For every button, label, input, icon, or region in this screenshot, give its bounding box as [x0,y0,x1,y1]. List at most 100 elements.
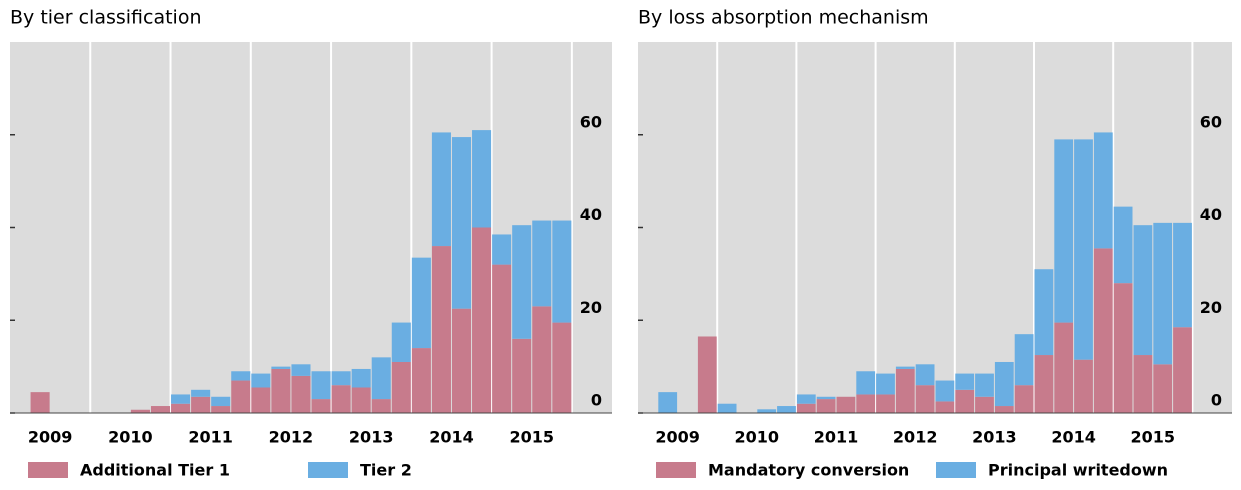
legend-label: Principal writedown [988,461,1168,480]
bar-segment [411,257,431,349]
bar-segment [1153,222,1173,365]
bar-segment [30,392,50,413]
bar-segment [1133,355,1153,413]
bar-segment [191,396,211,413]
x-tick-label: 2010 [735,428,780,447]
bar-segment [211,406,231,413]
bar-segment [955,389,975,413]
bar-segment [472,130,492,228]
x-tick-label: 2015 [509,428,554,447]
x-tick-label: 2009 [28,428,73,447]
bar-segment [816,396,836,400]
bar-segment [1074,359,1093,413]
bar-segment [251,387,271,413]
bar-segment [191,389,211,397]
bar-segment [955,373,975,390]
bar-segment [856,394,876,413]
legend-label: Tier 2 [360,461,412,480]
bar-segment [391,361,411,413]
y-tick-label: 20 [580,298,602,317]
bar-segment [1113,283,1133,413]
bar-segment [492,264,512,413]
bar-segment [532,306,552,413]
bar-segment [431,246,451,413]
bar-segment [211,396,231,407]
bar-segment [697,336,717,413]
bar-segment [876,394,895,413]
bar-segment [935,401,955,413]
x-tick-label: 2011 [188,428,233,447]
legend-label: Mandatory conversion [708,461,909,480]
bar-segment [231,371,251,381]
x-tick-label: 2014 [1051,428,1096,447]
bar-segment [271,368,291,413]
bar-segment [351,387,371,413]
bar-segment [1093,248,1113,413]
panel-title: By loss absorption mechanism [638,7,929,29]
y-tick-label: 0 [1211,391,1222,410]
bar-segment [331,385,351,413]
panel-title: By tier classification [10,7,201,29]
bar-segment [796,394,816,404]
bar-segment [1173,327,1192,413]
x-tick-label: 2013 [349,428,394,447]
bar-segment [130,409,150,413]
bar-segment [532,220,552,307]
bar-segment [492,234,512,265]
bar-segment [351,368,371,388]
bar-segment [431,132,451,247]
y-tick-label: 0 [591,391,602,410]
bar-segment [975,396,994,413]
legend-label: Additional Tier 1 [80,461,230,480]
bar-segment [451,137,472,309]
bar-segment [895,368,915,413]
legend-swatch [28,462,68,478]
bar-segment [1153,364,1173,413]
y-tick-label: 60 [580,112,602,131]
bar-segment [1113,206,1133,284]
legend-swatch [308,462,348,478]
bar-segment [757,409,777,413]
bar-segment [1054,322,1074,413]
bar-segment [231,380,251,413]
bar-segment [512,225,532,339]
bar-segment [552,220,572,323]
legend-swatch [936,462,976,478]
bar-segment [311,399,331,413]
x-tick-label: 2011 [814,428,859,447]
bar-segment [311,371,331,400]
bar-segment [411,348,431,413]
bar-segment [171,394,191,404]
bar-segment [150,406,171,413]
bar-segment [391,322,411,362]
bar-segment [552,322,572,413]
bar-segment [451,308,472,413]
bar-segment [935,380,955,402]
bar-segment [658,392,678,413]
bar-segment [994,361,1014,407]
bar-segment [777,406,796,413]
legend-swatch [656,462,696,478]
bar-segment [1034,269,1054,356]
x-tick-label: 2012 [893,428,938,447]
bar-segment [915,385,935,413]
bar-segment [1054,139,1074,323]
plot-background [10,42,612,413]
bar-segment [331,371,351,386]
bar-segment [1173,222,1192,328]
bar-segment [472,227,492,413]
bar-segment [1014,334,1034,386]
x-tick-label: 2012 [269,428,314,447]
bar-segment [171,403,191,413]
x-tick-label: 2015 [1131,428,1176,447]
y-tick-label: 60 [1200,112,1222,131]
x-tick-label: 2009 [655,428,700,447]
x-tick-label: 2013 [972,428,1017,447]
bar-segment [271,366,291,369]
bar-segment [915,364,935,386]
bar-segment [371,399,391,413]
y-tick-label: 20 [1200,298,1222,317]
bar-segment [1074,139,1093,360]
